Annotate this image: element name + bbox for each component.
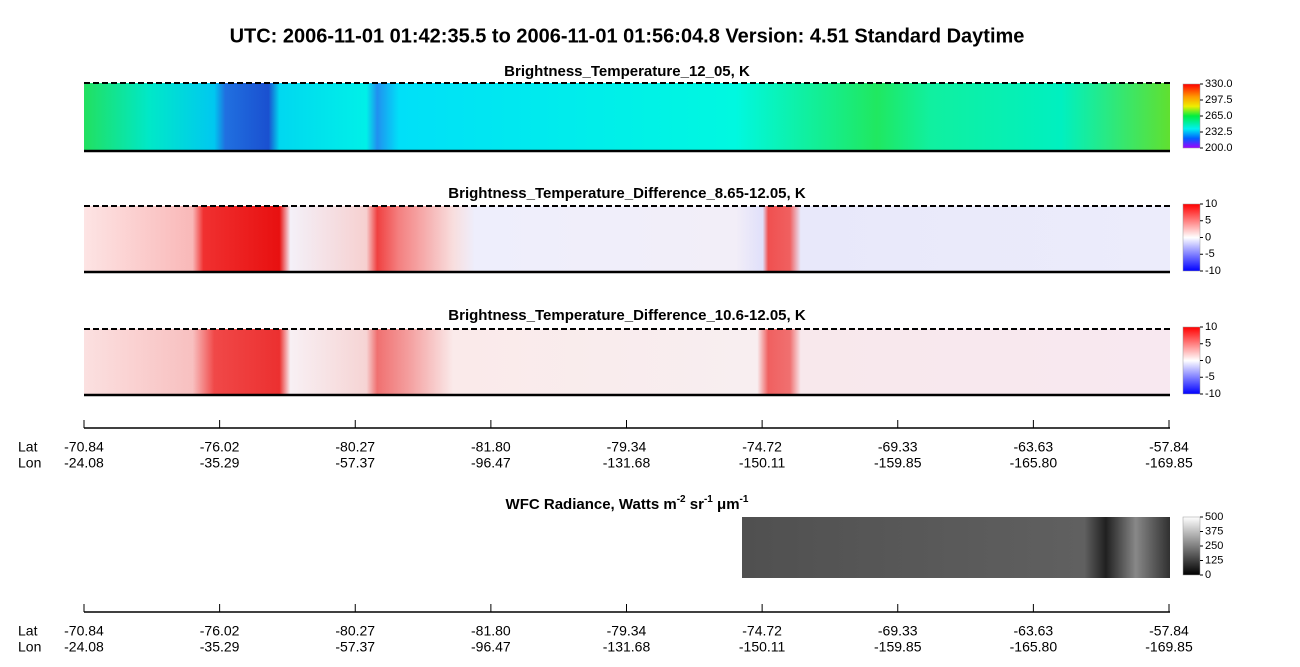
lon-tick-label: -24.08 <box>64 639 104 655</box>
colorbar-label: 10 <box>1205 198 1217 210</box>
lat-tick-label: -69.33 <box>878 439 918 455</box>
lon-tick-label: -159.85 <box>874 455 922 471</box>
image-strip <box>84 206 1170 272</box>
title-part: μm <box>713 496 740 513</box>
lon-tick-label: -131.68 <box>603 455 651 471</box>
image-strip <box>84 83 1170 151</box>
lon-tick-label: -169.85 <box>1145 455 1193 471</box>
colorbar-label: 232.5 <box>1205 126 1233 138</box>
lon-tick-label: -57.37 <box>335 639 375 655</box>
title-part: -1 <box>740 494 749 505</box>
lon-tick-label: -169.85 <box>1145 639 1193 655</box>
lon-tick-label: -165.80 <box>1010 639 1058 655</box>
lon-tick-label: -96.47 <box>471 639 511 655</box>
lat-tick-label: -69.33 <box>878 623 918 639</box>
lon-tick-label: -35.29 <box>200 455 240 471</box>
colorbar-label: -10 <box>1205 265 1221 277</box>
lon-tick-label: -24.08 <box>64 455 104 471</box>
image-strip <box>84 329 1170 395</box>
panel-title: WFC Radiance, Watts m-2 sr-1 μm-1 <box>506 494 749 513</box>
colorbar-label: 250 <box>1205 540 1223 552</box>
colorbar-label: 375 <box>1205 525 1223 537</box>
lat-tick-label: -79.34 <box>607 439 647 455</box>
colorbar-label: 297.5 <box>1205 94 1233 106</box>
lat-tick-label: -63.63 <box>1014 439 1054 455</box>
panel-title: Brightness_Temperature_Difference_8.65-1… <box>448 185 806 202</box>
lat-tick-label: -57.84 <box>1149 439 1189 455</box>
colorbar-label: 5 <box>1205 338 1211 350</box>
colorbar-label: 200.0 <box>1205 142 1233 154</box>
lat-tick-label: -79.34 <box>607 623 647 639</box>
lat-tick-label: -74.72 <box>742 439 782 455</box>
lat-tick-label: -57.84 <box>1149 623 1189 639</box>
colorbar <box>1182 83 1201 149</box>
colorbar-label: 5 <box>1205 215 1211 227</box>
lon-tick-label: -159.85 <box>874 639 922 655</box>
colorbar-label: -5 <box>1205 371 1215 383</box>
panel-title: Brightness_Temperature_12_05, K <box>504 63 750 80</box>
lat-tick-label: -76.02 <box>200 623 240 639</box>
lat-tick-label: -80.27 <box>335 623 375 639</box>
lon-tick-label: -35.29 <box>200 639 240 655</box>
lon-tick-label: -150.11 <box>739 455 786 471</box>
lat-tick-label: -70.84 <box>64 439 104 455</box>
colorbar <box>1182 516 1201 576</box>
lat-axis-label: Lat <box>18 623 38 639</box>
colorbar <box>1182 203 1201 272</box>
colorbar-label: 0 <box>1205 569 1211 581</box>
colorbar <box>1182 326 1201 395</box>
lat-tick-label: -81.80 <box>471 439 511 455</box>
lon-tick-label: -96.47 <box>471 455 511 471</box>
lat-tick-label: -70.84 <box>64 623 104 639</box>
colorbar-label: -5 <box>1205 248 1215 260</box>
lon-tick-label: -150.11 <box>739 639 786 655</box>
colorbar-label: 0 <box>1205 354 1211 366</box>
colorbar-label: 265.0 <box>1205 110 1233 122</box>
lat-tick-label: -76.02 <box>200 439 240 455</box>
colorbar-label: 500 <box>1205 511 1223 523</box>
title-part: -1 <box>704 494 713 505</box>
lat-tick-label: -80.27 <box>335 439 375 455</box>
lat-tick-label: -63.63 <box>1014 623 1054 639</box>
colorbar-label: 125 <box>1205 554 1223 566</box>
image-strip <box>742 517 1170 578</box>
lat-tick-label: -81.80 <box>471 623 511 639</box>
title-part: sr <box>686 496 705 513</box>
lat-tick-label: -74.72 <box>742 623 782 639</box>
lon-axis-label: Lon <box>18 639 41 655</box>
lon-tick-label: -131.68 <box>603 639 651 655</box>
lon-tick-label: -57.37 <box>335 455 375 471</box>
title-part: WFC Radiance, Watts m <box>506 496 677 513</box>
lon-axis-label: Lon <box>18 455 41 471</box>
panel-title: Brightness_Temperature_Difference_10.6-1… <box>448 307 806 324</box>
title-part: -2 <box>677 494 686 505</box>
colorbar-label: 330.0 <box>1205 78 1233 90</box>
lon-tick-label: -165.80 <box>1010 455 1058 471</box>
colorbar-label: -10 <box>1205 388 1221 400</box>
figure-title: UTC: 2006-11-01 01:42:35.5 to 2006-11-01… <box>230 25 1025 47</box>
lat-axis-label: Lat <box>18 439 38 455</box>
colorbar-label: 10 <box>1205 321 1217 333</box>
colorbar-label: 0 <box>1205 231 1211 243</box>
